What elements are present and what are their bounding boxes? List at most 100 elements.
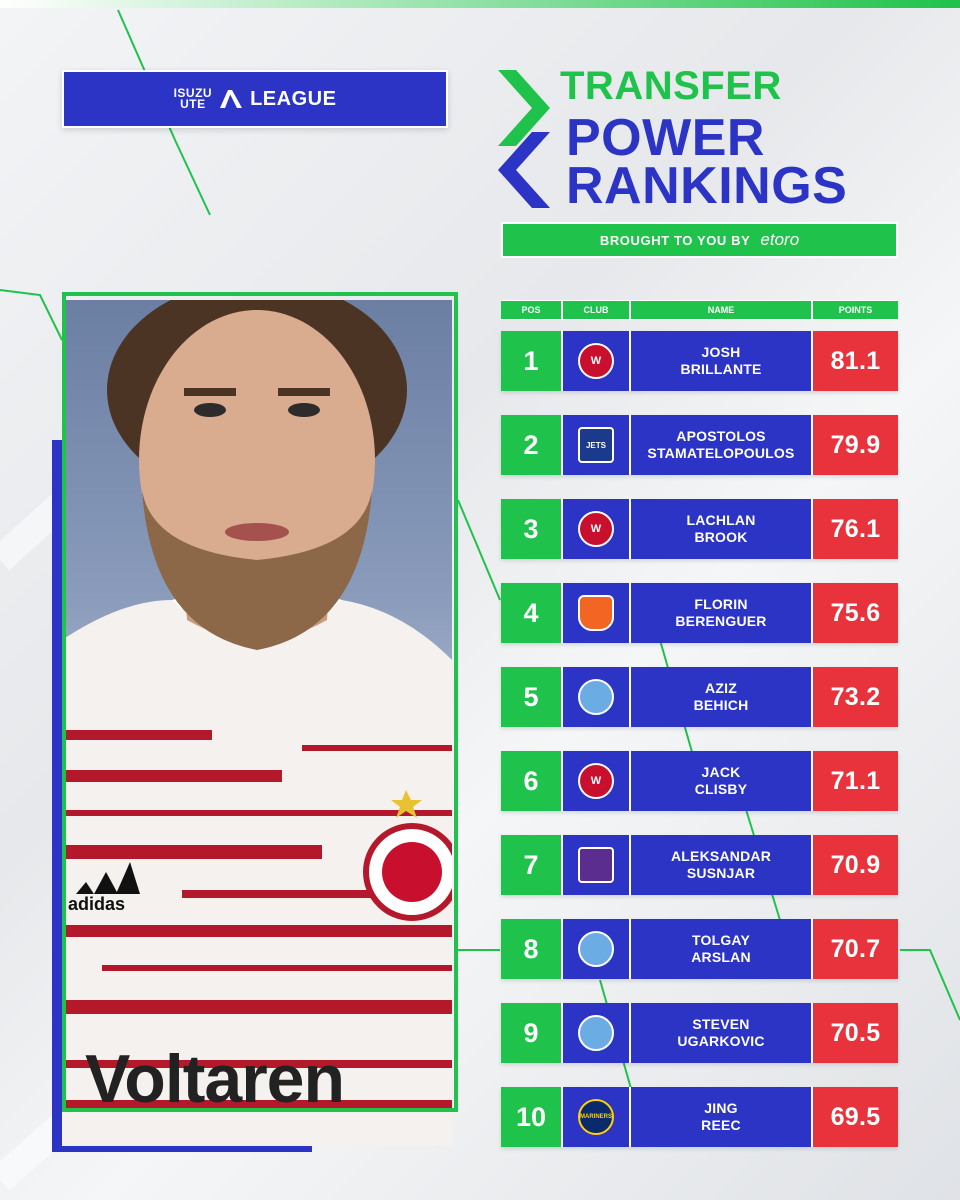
kit-brand-label: adidas — [68, 894, 126, 914]
adidas-logo-icon — [76, 862, 140, 894]
melbourne-city-crest-icon — [578, 931, 614, 967]
row-position: 4 — [501, 583, 563, 643]
player-first-name: JOSH — [701, 344, 741, 361]
table-row: 2 JETS APOSTOLOS STAMATELOPOULOS 79.9 — [501, 415, 898, 475]
row-position: 3 — [501, 499, 563, 559]
table-row: 1 W JOSH BRILLANTE 81.1 — [501, 331, 898, 391]
player-first-name: AZIZ — [705, 680, 737, 697]
player-last-name: SUSNJAR — [686, 865, 756, 881]
club-cell — [563, 835, 631, 895]
sponsor-bar: BROUGHT TO YOU BY etoro — [501, 222, 898, 258]
western-sydney-wanderers-crest-icon: W — [578, 763, 614, 799]
title-power: POWER — [566, 109, 765, 167]
player-points: 75.6 — [813, 583, 898, 643]
photo-frame — [62, 292, 458, 1112]
player-first-name: JING — [704, 1100, 738, 1117]
club-cell — [563, 583, 631, 643]
row-position: 1 — [501, 331, 563, 391]
melbourne-city-crest-icon — [578, 679, 614, 715]
sponsor-logo: ISUZU UTE — [173, 85, 213, 111]
player-points: 79.9 — [813, 415, 898, 475]
club-cell: JETS — [563, 415, 631, 475]
player-first-name: APOSTOLOS — [676, 428, 766, 445]
sponsor-name: ISUZU — [173, 85, 213, 100]
western-sydney-wanderers-crest-icon: W — [578, 511, 614, 547]
player-name: APOSTOLOS STAMATELOPOULOS — [631, 415, 813, 475]
row-position: 8 — [501, 919, 563, 979]
club-cell: MARINERS — [563, 1087, 631, 1147]
player-illustration — [62, 300, 452, 1146]
player-last-name: CLISBY — [694, 781, 748, 797]
league-word: LEAGUE — [250, 87, 337, 110]
club-cell — [563, 667, 631, 727]
brisbane-roar-crest-icon — [578, 595, 614, 631]
row-position: 10 — [501, 1087, 563, 1147]
top-accent-strip — [0, 0, 960, 8]
player-last-name: BEHICH — [693, 697, 749, 713]
player-name: JING REEC — [631, 1087, 813, 1147]
player-first-name: LACHLAN — [686, 512, 756, 529]
player-photo — [62, 300, 452, 1146]
row-position: 6 — [501, 751, 563, 811]
western-sydney-wanderers-crest-icon: W — [578, 343, 614, 379]
player-last-name: UGARKOVIC — [677, 1033, 765, 1049]
table-row: 4 FLORIN BERENGUER 75.6 — [501, 583, 898, 643]
player-points: 70.5 — [813, 1003, 898, 1063]
table-row: 7 ALEKSANDAR SUSNJAR 70.9 — [501, 835, 898, 895]
row-position: 5 — [501, 667, 563, 727]
player-first-name: STEVEN — [692, 1016, 750, 1033]
player-points: 81.1 — [813, 331, 898, 391]
player-last-name: BERENGUER — [675, 613, 767, 629]
club-cell: W — [563, 751, 631, 811]
player-name: TOLGAY ARSLAN — [631, 919, 813, 979]
player-points: 70.9 — [813, 835, 898, 895]
club-cell — [563, 919, 631, 979]
player-last-name: STAMATELOPOULOS — [647, 445, 795, 461]
a-league-mark-icon — [220, 90, 243, 108]
player-first-name: JACK — [701, 764, 741, 781]
player-points: 76.1 — [813, 499, 898, 559]
player-points: 71.1 — [813, 751, 898, 811]
table-row: 3 W LACHLAN BROOK 76.1 — [501, 499, 898, 559]
etoro-logo: etoro — [760, 230, 800, 249]
table-row: 6 W JACK CLISBY 71.1 — [501, 751, 898, 811]
newcastle-jets-crest-icon: JETS — [578, 427, 614, 463]
player-first-name: ALEKSANDAR — [671, 848, 771, 865]
player-last-name: ARSLAN — [691, 949, 751, 965]
header-name: NAME — [631, 300, 813, 320]
sponsor-sub: UTE — [180, 97, 206, 111]
table-row: 9 STEVEN UGARKOVIC 70.5 — [501, 1003, 898, 1063]
player-points: 69.5 — [813, 1087, 898, 1147]
central-coast-mariners-crest-icon: MARINERS — [578, 1099, 614, 1135]
perth-glory-crest-icon — [578, 847, 614, 883]
brought-by-label: BROUGHT TO YOU BY — [599, 232, 751, 248]
table-row: 8 TOLGAY ARSLAN 70.7 — [501, 919, 898, 979]
player-name: ALEKSANDAR SUSNJAR — [631, 835, 813, 895]
player-name: LACHLAN BROOK — [631, 499, 813, 559]
row-position: 7 — [501, 835, 563, 895]
player-last-name: BRILLANTE — [680, 361, 762, 377]
row-position: 9 — [501, 1003, 563, 1063]
player-name: FLORIN BERENGUER — [631, 583, 813, 643]
player-first-name: TOLGAY — [692, 932, 750, 949]
melbourne-city-crest-icon — [578, 1015, 614, 1051]
player-name: JACK CLISBY — [631, 751, 813, 811]
row-position: 2 — [501, 415, 563, 475]
player-points: 70.7 — [813, 919, 898, 979]
header-pos: POS — [501, 300, 563, 320]
title-transfer: TRANSFER — [560, 64, 782, 108]
header-points: POINTS — [813, 300, 898, 320]
player-first-name: FLORIN — [694, 596, 748, 613]
league-logo: ISUZU UTE LEAGUE — [62, 70, 448, 128]
kit-sponsor-label: Voltaren — [85, 1041, 345, 1117]
player-last-name: BROOK — [694, 529, 748, 545]
title-rankings: RANKINGS — [566, 157, 848, 215]
chevron-logo-icon — [498, 70, 550, 208]
club-cell: W — [563, 331, 631, 391]
player-name: AZIZ BEHICH — [631, 667, 813, 727]
player-points: 73.2 — [813, 667, 898, 727]
table-row: 5 AZIZ BEHICH 73.2 — [501, 667, 898, 727]
header-club: CLUB — [563, 300, 631, 320]
rankings-table-header: POS CLUB NAME POINTS — [501, 300, 898, 320]
table-row: 10 MARINERS JING REEC 69.5 — [501, 1087, 898, 1147]
